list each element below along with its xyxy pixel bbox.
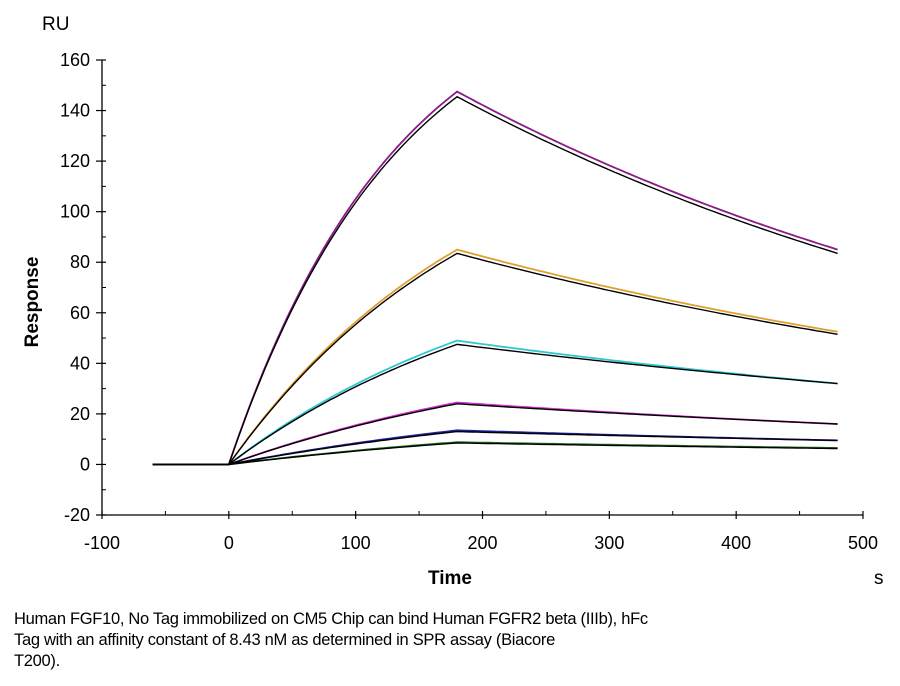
curves (152, 90, 838, 466)
fit-curve-conc-2 (152, 252, 838, 466)
data-curve-conc-2 (152, 248, 838, 466)
y-tick-label: 140 (60, 101, 90, 121)
fit-curve-conc-6 (152, 442, 838, 466)
data-curve-conc-1 (152, 90, 838, 466)
fit-curve-conc-1 (152, 95, 838, 466)
x-tick-label: 0 (224, 533, 234, 553)
caption-line: Tag with an affinity constant of 8.43 nM… (14, 631, 555, 649)
x-tick-label: 300 (594, 533, 624, 553)
x-tick-label: 500 (848, 533, 878, 553)
y-tick-label: 100 (60, 202, 90, 222)
y-unit-label: RU (42, 14, 69, 35)
y-tick-label: 20 (70, 404, 90, 424)
x-axis-title: Time (428, 568, 472, 589)
fit-curve-conc-3 (152, 343, 838, 466)
x-tick-label: -100 (84, 533, 120, 553)
x-tick-label: 400 (721, 533, 751, 553)
data-curve-conc-3 (152, 339, 838, 466)
y-tick-label: 160 (60, 50, 90, 70)
y-axis-title: Response (22, 257, 43, 348)
y-tick-label: 60 (70, 303, 90, 323)
caption-line: Human FGF10, No Tag immobilized on CM5 C… (14, 610, 648, 628)
y-tick-label: 120 (60, 151, 90, 171)
y-tick-label: 40 (70, 353, 90, 373)
axes: -100 0 100 200 300 400 500 -20 0 20 40 60 80 100 120 14… (60, 50, 878, 553)
caption-line: T200). (14, 652, 60, 670)
y-tick-label: 0 (80, 454, 90, 474)
y-tick-label: 80 (70, 252, 90, 272)
fit-curve-conc-5 (152, 430, 838, 466)
x-tick-label: 200 (467, 533, 497, 553)
figure-caption: Human FGF10, No Tag immobilized on CM5 C… (14, 609, 894, 672)
x-unit-label: s (874, 568, 884, 589)
sensorgram-chart: -100 0 100 200 300 400 500 -20 0 20 40 60 80 100 120 14… (22, 14, 884, 589)
y-tick-label: -20 (64, 505, 90, 525)
x-tick-label: 100 (341, 533, 371, 553)
fit-curve-conc-4 (152, 403, 838, 466)
